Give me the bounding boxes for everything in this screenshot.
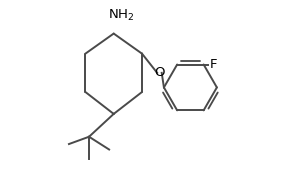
Text: F: F — [210, 58, 217, 71]
Text: NH$_2$: NH$_2$ — [108, 8, 134, 23]
Text: O: O — [154, 66, 165, 79]
